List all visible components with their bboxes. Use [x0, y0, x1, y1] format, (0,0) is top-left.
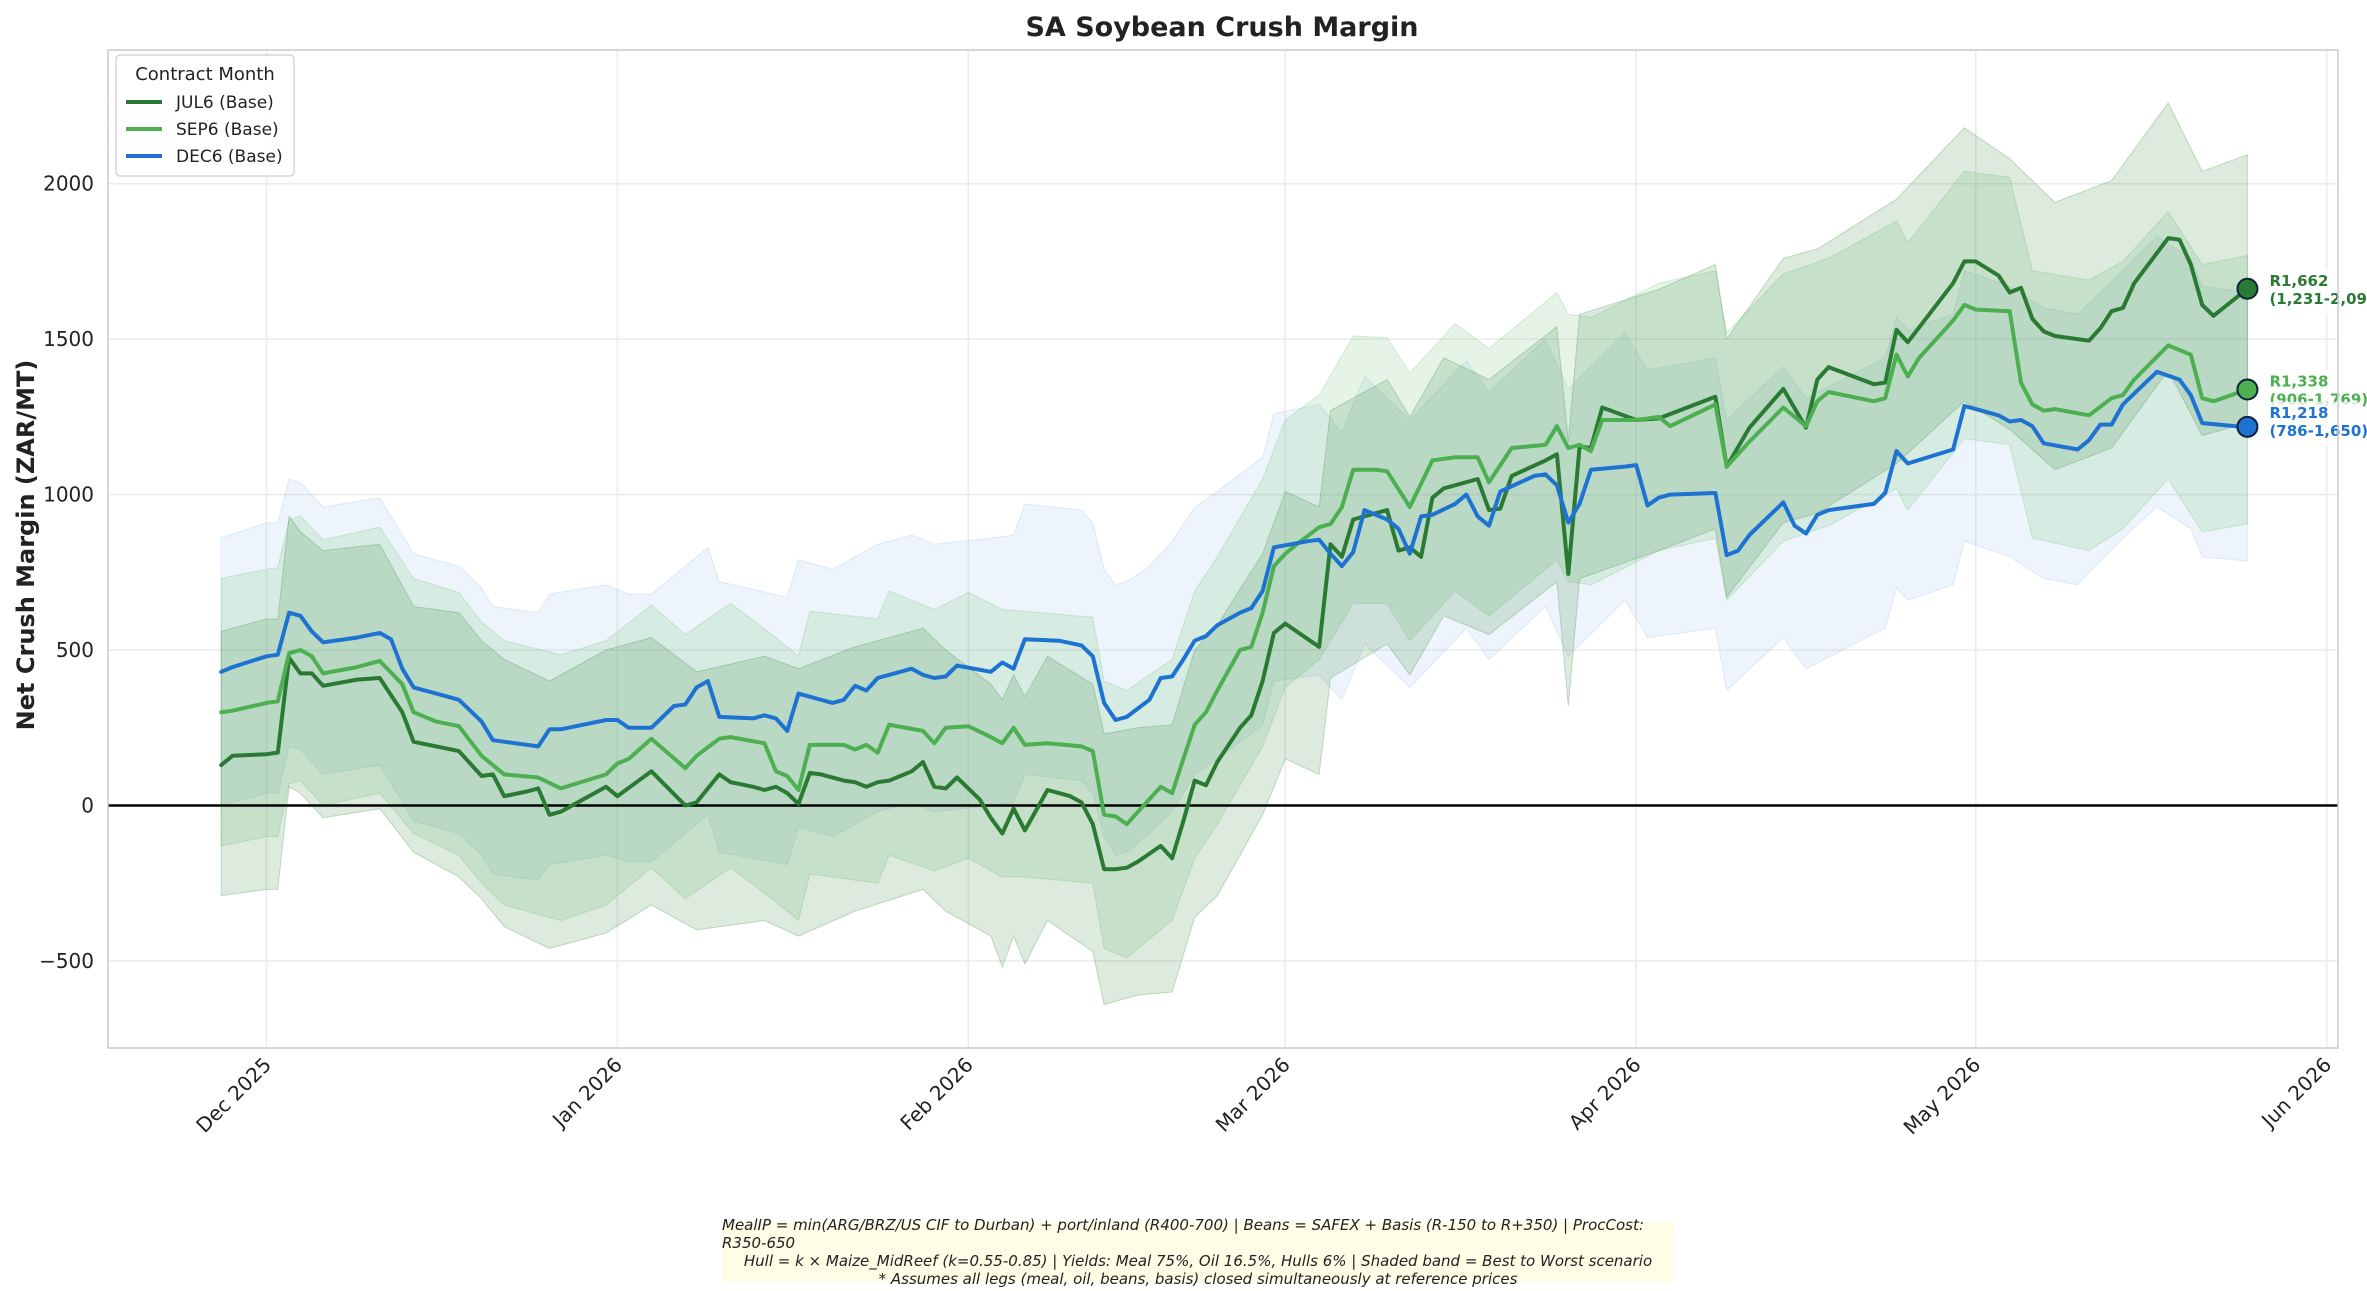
- end-label-bg: [2265, 269, 2361, 314]
- series-line: [219, 369, 2250, 749]
- end-range-label: (1,231-2,093): [2269, 290, 2367, 308]
- y-tick-label: 0: [81, 793, 94, 817]
- legend-entry-label: JUL6 (Base): [175, 93, 274, 113]
- legend-frame: [115, 54, 295, 177]
- y-tick-label: −500: [39, 949, 94, 973]
- series-lines: [219, 236, 2250, 872]
- scenario-band: [220, 170, 2248, 959]
- y-tick-label: 2000: [43, 172, 94, 196]
- y-axis-label: Net Crush Margin (ZAR/MT): [12, 360, 40, 731]
- end-point-marker: [2236, 415, 2259, 438]
- footnote-line-3: * Assumes all legs (meal, oil, beans, ba…: [878, 1270, 1518, 1288]
- plot-frame: [107, 49, 2339, 1049]
- legend-entry-label: DEC6 (Base): [176, 147, 283, 167]
- end-label-bg: [2265, 401, 2361, 446]
- series-line: [219, 236, 2250, 872]
- end-point-marker: [2236, 277, 2259, 300]
- end-value-label: R1,338: [2269, 373, 2328, 391]
- y-tick-label: 500: [56, 638, 94, 662]
- legend-entry-label: SEP6 (Base): [176, 120, 279, 140]
- end-point-marker: [2236, 378, 2259, 401]
- chart-title: SA Soybean Crush Margin: [1025, 12, 1418, 43]
- y-tick-label: 1500: [43, 327, 94, 351]
- end-range-label: (786-1,650): [2269, 422, 2367, 440]
- y-tick-label: 1000: [43, 483, 94, 507]
- footnote-line-2: Hull = k × Maize_MidReef (k=0.55-0.85) |…: [743, 1252, 1653, 1270]
- legend-title: Contract Month: [135, 64, 275, 85]
- footnote-line-1: MealIP = min(ARG/BRZ/US CIF to Durban) +…: [722, 1216, 1644, 1252]
- legend: Contract Month JUL6 (Base) SEP6 (Base) DEC…: [115, 54, 295, 177]
- end-value-label: R1,662: [2269, 272, 2328, 290]
- series-line: [219, 302, 2250, 827]
- end-markers: R1,662(1,231-2,093)R1,338(906-1,769)R1,2…: [2236, 269, 2367, 446]
- end-value-label: R1,218: [2269, 404, 2328, 422]
- methodology-footnote: MealIP = min(ARG/BRZ/US CIF to Durban) +…: [722, 1216, 1674, 1288]
